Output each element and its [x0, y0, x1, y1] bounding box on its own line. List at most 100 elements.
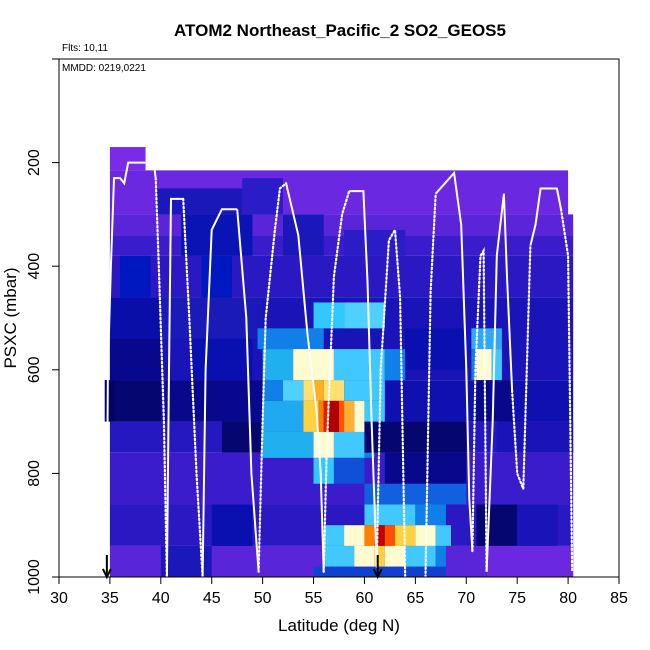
heatmap-cell: [155, 188, 243, 215]
heatmap-cell: [313, 302, 345, 329]
heatmap-cell: [242, 178, 283, 215]
flight-track-segment: [375, 226, 407, 579]
heatmap-cell: [364, 504, 416, 526]
flight-track-segment: [529, 187, 562, 246]
heatmap-cell: [313, 431, 334, 458]
heatmap-cell: [257, 328, 324, 350]
heatmap-cell: [165, 380, 263, 422]
flights-label: Flts: 10,11: [62, 43, 108, 54]
flight-track-segment: [236, 209, 260, 572]
heatmap-cell: [415, 504, 446, 526]
x-tick-label: 30: [50, 590, 68, 607]
x-tick-label: 50: [254, 590, 272, 607]
heatmap-cell: [435, 525, 451, 546]
heatmap-cell: [344, 525, 365, 546]
heatmap-cell: [364, 525, 375, 546]
heatmap-cell: [211, 504, 253, 546]
heatmap-cell: [262, 431, 314, 458]
flight-track-segment: [434, 170, 474, 552]
heatmap-cell: [323, 525, 345, 546]
heatmap-cell: [109, 147, 146, 171]
x-tick-label: 40: [152, 590, 170, 607]
heatmap-cell: [318, 400, 324, 432]
heatmap-cell: [471, 349, 477, 381]
heatmap-cell: [109, 235, 574, 256]
heatmap-cell: [445, 545, 487, 577]
flight-track-segment: [510, 244, 532, 490]
y-tick-label: 1000: [26, 559, 43, 595]
x-tick-label: 55: [305, 590, 323, 607]
heatmap-cell: [328, 400, 339, 432]
heatmap-cell: [303, 380, 314, 401]
x-tick-label: 70: [457, 590, 475, 607]
y-axis-label: PSXC (mbar): [1, 267, 20, 368]
flight-track-segment: [285, 183, 325, 572]
heatmap-cell: [120, 255, 151, 298]
heatmap-cell: [405, 545, 436, 567]
heatmap-cell: [517, 504, 558, 546]
x-axis-label: Latitude (deg N): [278, 616, 400, 635]
heatmap-cell: [374, 545, 385, 567]
x-tick-label: 80: [559, 590, 577, 607]
heatmap-cell: [333, 457, 365, 484]
heatmap-cell: [491, 349, 502, 381]
plot-frame: [58, 58, 620, 578]
heatmap-cell: [496, 421, 574, 453]
heatmap-cell: [109, 380, 161, 422]
heatmap-cell: [344, 400, 355, 432]
y-axis: 200 400 600 800 1000: [26, 58, 59, 595]
dates-label: MMDD: 0219,0221: [62, 63, 146, 74]
y-tick-label: 800: [26, 460, 43, 487]
flight-track-segment: [165, 197, 184, 578]
flight-track-segment: [485, 193, 514, 572]
heatmap-cell: [384, 452, 467, 484]
flight-track-segment: [105, 161, 157, 526]
heatmap-cell: [384, 545, 406, 567]
heatmap-cells: [104, 147, 574, 577]
y-tick-label: 400: [26, 253, 43, 280]
heatmap-cell: [221, 421, 263, 453]
x-tick-label: 75: [508, 590, 526, 607]
flight-track-segment: [471, 246, 488, 573]
heatmap-cell: [333, 431, 365, 458]
x-tick-label: 35: [101, 590, 119, 607]
heatmap-cell: [344, 380, 385, 401]
heatmap-cell: [109, 255, 574, 298]
heatmap-cell: [323, 400, 329, 432]
heatmap-cell: [109, 297, 166, 339]
x-tick-label: 65: [406, 590, 424, 607]
heatmap-cell: [104, 380, 115, 422]
heatmap-cell: [364, 421, 467, 453]
heatmap-cell: [201, 255, 233, 303]
heatmap-cell: [262, 380, 283, 401]
heatmap-cell: [344, 302, 385, 329]
y-tick-label: 200: [26, 149, 43, 176]
heatmap-cell: [354, 400, 365, 432]
heatmap-cell: [160, 545, 212, 577]
heatmap-cell: [313, 457, 334, 484]
x-tick-label: 85: [610, 590, 628, 607]
heatmap-cell: [384, 525, 395, 546]
heatmap-cell: [262, 349, 294, 381]
heatmap-cell: [405, 328, 467, 370]
heatmap-cell: [323, 380, 345, 401]
heatmap-cell: [303, 400, 319, 432]
flight-track-segment: [559, 208, 574, 573]
x-axis: 30 35 40 45 50 55 60 65 70 75 80 85: [50, 577, 628, 607]
heatmap-cell: [364, 483, 467, 505]
heatmap-cell: [109, 338, 161, 381]
heatmap-cell: [339, 400, 345, 432]
heatmap-cell: [293, 349, 334, 381]
y-tick-label: 600: [26, 356, 43, 383]
flight-track-segment: [424, 192, 437, 579]
flight-track-segment: [349, 190, 378, 567]
heatmap-cell: [323, 545, 355, 567]
heatmap-cell: [384, 349, 406, 381]
heatmap-cell: [262, 400, 304, 432]
heatmap-cell: [283, 380, 304, 401]
x-tick-label: 45: [203, 590, 221, 607]
heatmap-cell: [333, 349, 385, 381]
heatmap-cell: [283, 214, 324, 256]
flight-track: [105, 161, 574, 579]
